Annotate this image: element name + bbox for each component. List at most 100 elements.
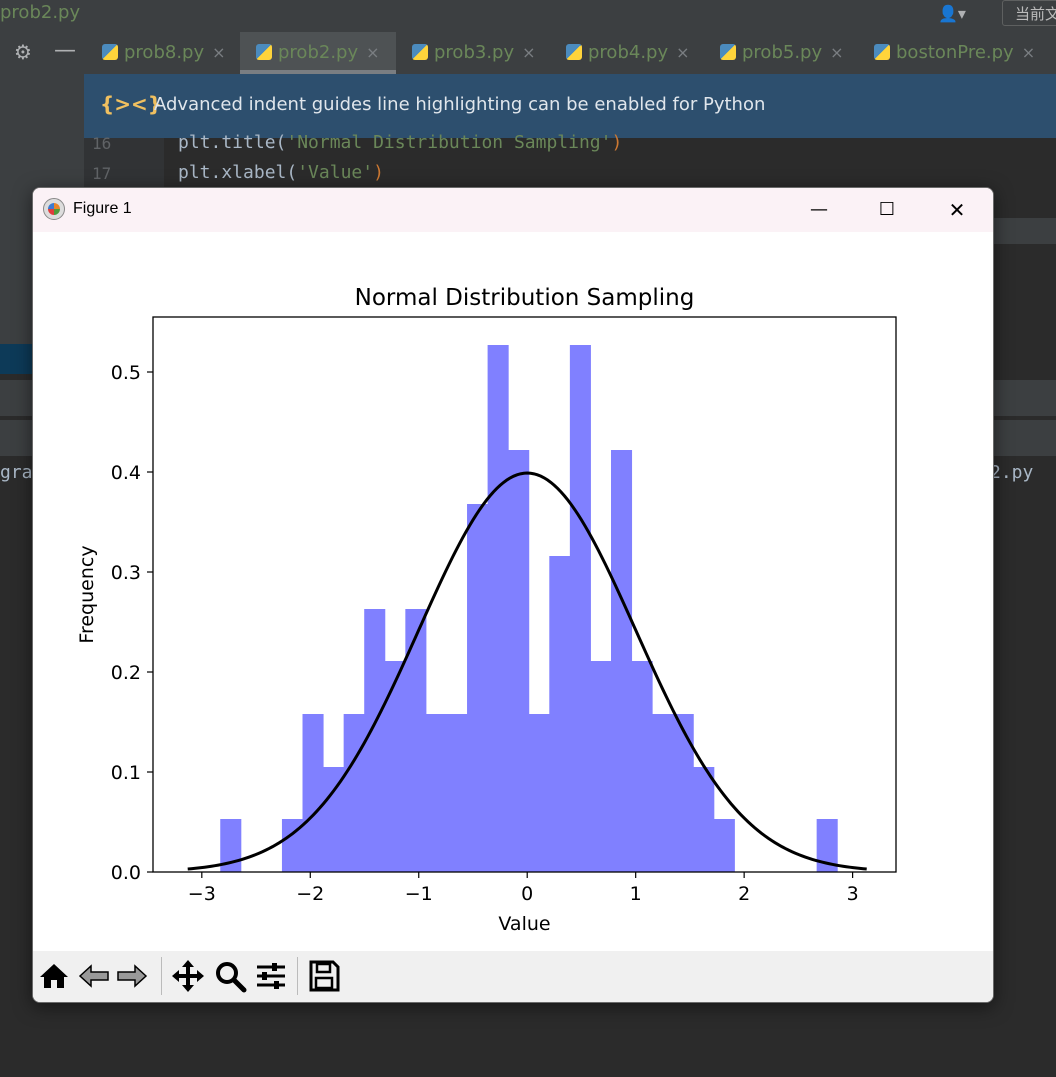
x-tick-label: −3: [188, 883, 216, 905]
code-line[interactable]: plt.title('Normal Distribution Sampling'…: [178, 132, 622, 153]
y-axis-label: Frequency: [76, 545, 98, 643]
close-button[interactable]: ✕: [948, 198, 966, 222]
indent-guides-icon: {><}: [100, 92, 162, 116]
python-file-icon: [720, 44, 736, 60]
histogram-bar: [631, 661, 653, 872]
python-file-icon: [566, 44, 582, 60]
python-file-icon: [102, 44, 118, 60]
histogram-bar: [652, 714, 674, 872]
toolbar-separator: [161, 957, 162, 995]
x-tick-label: 0: [521, 883, 533, 905]
histogram-bar: [569, 345, 591, 872]
back-icon[interactable]: [77, 959, 111, 993]
histogram-bar: [405, 609, 427, 872]
histogram-bar: [467, 504, 489, 872]
close-tab-icon[interactable]: ×: [830, 43, 844, 62]
pan-icon[interactable]: [171, 959, 205, 993]
histogram-bar: [549, 556, 571, 872]
project-tool-header: ⚙ —: [0, 32, 84, 74]
histogram-bar: [364, 609, 386, 872]
close-tab-icon[interactable]: ×: [676, 43, 690, 62]
save-icon[interactable]: [307, 959, 341, 993]
tab-label: prob8.py: [124, 42, 205, 63]
matplotlib-logo-icon: [43, 198, 65, 220]
hide-icon[interactable]: —: [54, 38, 76, 63]
y-tick-label: 0.1: [111, 762, 141, 784]
histogram-bar: [302, 714, 324, 872]
zoom-icon[interactable]: [213, 959, 247, 993]
tab-prob2-py[interactable]: prob2.py ×: [240, 32, 396, 74]
chart-title: Normal Distribution Sampling: [355, 285, 695, 311]
x-tick-label: −2: [296, 883, 324, 905]
tab-bostonPre-py[interactable]: bostonPre.py ×: [858, 32, 1038, 74]
x-tick-label: 3: [847, 883, 859, 905]
code-string: 'Normal Distribution Sampling': [286, 132, 612, 153]
ide-file-title: prob2.py: [0, 2, 81, 23]
notification-text: Advanced indent guides line highlighting…: [154, 94, 766, 115]
close-tab-icon[interactable]: ×: [212, 43, 226, 62]
tab-label: prob2.py: [278, 42, 359, 63]
tab-prob3-py[interactable]: prob3.py ×: [396, 32, 550, 74]
tab-prob4-py[interactable]: prob4.py ×: [550, 32, 704, 74]
editor-strip: [990, 218, 1056, 244]
histogram-bar: [323, 767, 345, 872]
tab-label: bostonPre.py: [896, 42, 1014, 63]
x-tick-label: −1: [405, 883, 433, 905]
tab-label: prob5.py: [742, 42, 823, 63]
figure-toolbar: [33, 951, 993, 1002]
histogram-bar: [816, 819, 838, 872]
histogram-bar: [487, 345, 509, 872]
window-title-bar[interactable]: Figure 1 — ☐ ✕: [33, 188, 993, 232]
histogram-bar: [281, 819, 304, 872]
code-line[interactable]: plt.xlabel('Value'): [178, 162, 384, 183]
forward-icon[interactable]: [115, 959, 149, 993]
close-tab-icon[interactable]: ×: [522, 43, 536, 62]
project-selected-row[interactable]: [0, 344, 32, 374]
axes-frame: [152, 316, 897, 873]
y-tick-label: 0.0: [111, 862, 141, 884]
code-call: plt.title(: [178, 132, 287, 153]
histogram-bar: [713, 819, 735, 872]
y-tick-label: 0.2: [111, 662, 141, 684]
notification-banner: {><} Advanced indent guides line highlig…: [84, 74, 1056, 138]
console-text-right: 2.py: [990, 462, 1034, 483]
python-file-icon: [256, 44, 272, 60]
histogram-bar: [610, 450, 633, 872]
line-number: 16: [92, 134, 112, 153]
configure-subplots-icon[interactable]: [254, 959, 288, 993]
maximize-button[interactable]: ☐: [878, 199, 896, 220]
x-axis-label: Value: [498, 913, 550, 935]
toolbar-separator: [297, 957, 298, 995]
line-number: 17: [92, 164, 112, 183]
histogram-bar: [693, 767, 715, 872]
y-tick-label: 0.3: [111, 562, 141, 584]
tab-label: prob3.py: [434, 42, 515, 63]
gear-icon[interactable]: ⚙: [14, 40, 32, 64]
close-tab-icon[interactable]: ×: [366, 43, 380, 62]
histogram-bar: [220, 819, 242, 872]
run-config-button[interactable]: 当前文: [1002, 0, 1056, 26]
histogram-bar: [508, 450, 530, 872]
histogram-bar: [446, 714, 468, 872]
x-tick-label: 1: [630, 883, 642, 905]
histogram-bar: [384, 661, 406, 872]
close-tab-icon[interactable]: ×: [1021, 43, 1036, 62]
tab-label: prob4.py: [588, 42, 669, 63]
user-icon[interactable]: 👤▾: [938, 4, 966, 23]
code-string: 'Value': [297, 162, 374, 183]
histogram-bar: [528, 714, 550, 872]
window-title: Figure 1: [73, 200, 132, 217]
code-paren: ): [373, 162, 384, 183]
python-file-icon: [412, 44, 428, 60]
minimize-button[interactable]: —: [810, 199, 828, 220]
home-icon[interactable]: [37, 959, 71, 993]
histogram-bar: [425, 714, 447, 872]
plot-area[interactable]: −3 −2 −1 0 1 2 3 0.0 0.1 0.2 0.3 0.4 0.5 Normal Distr…: [33, 232, 993, 951]
code-call: plt.xlabel(: [178, 162, 298, 183]
chart-svg: −3 −2 −1 0 1 2 3 0.0 0.1 0.2 0.3 0.4 0.5 Normal Distr…: [76, 285, 897, 935]
tab-prob8-py[interactable]: prob8.py ×: [86, 32, 240, 74]
histogram-bar: [672, 714, 694, 872]
tab-prob5-py[interactable]: prob5.py ×: [704, 32, 858, 74]
y-tick-label: 0.5: [111, 362, 141, 384]
code-paren: ): [611, 132, 623, 153]
